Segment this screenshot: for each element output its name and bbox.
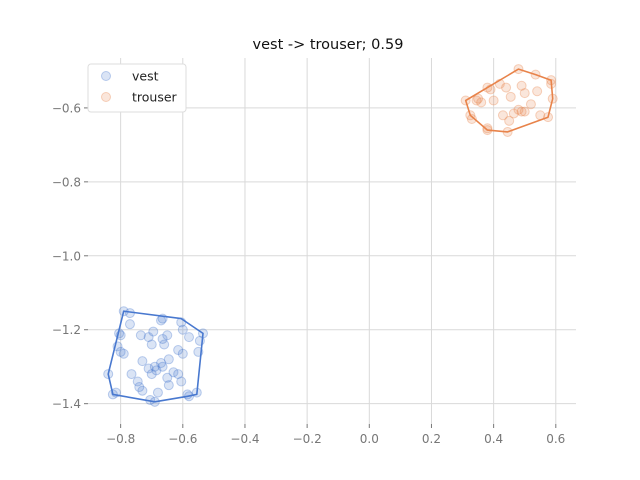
vest-point xyxy=(162,372,173,383)
vest-point xyxy=(157,333,168,344)
trouser-point xyxy=(519,106,530,117)
vest-point xyxy=(177,324,188,335)
y-tick-label: −1.2 xyxy=(52,323,81,337)
trouser-point xyxy=(516,80,527,91)
trouser-point xyxy=(505,91,516,102)
legend-marker-trouser xyxy=(101,92,111,102)
vest-hull xyxy=(107,310,204,403)
trouser-point xyxy=(501,82,512,93)
y-tick-label: −1.0 xyxy=(52,249,81,263)
trouser-hull xyxy=(464,68,554,133)
y-axis-ticks: −1.4 −1.2 −1.0 −0.8 −0.6 xyxy=(52,101,88,411)
trouser-point xyxy=(476,97,487,108)
trouser-point xyxy=(508,108,519,119)
x-tick-label: −0.8 xyxy=(106,432,135,446)
vest-point xyxy=(162,330,173,341)
grid xyxy=(88,58,576,424)
vest-point xyxy=(148,326,159,337)
legend-label-trouser: trouser xyxy=(132,90,178,105)
chart-title: vest -> trouser; 0.59 xyxy=(253,37,404,53)
x-tick-label: −0.2 xyxy=(293,432,322,446)
vest-point xyxy=(157,361,168,372)
vest-point xyxy=(156,358,167,368)
vest-point xyxy=(163,354,174,365)
vest-point xyxy=(124,319,135,330)
vest-point xyxy=(163,380,174,391)
legend-marker-vest xyxy=(101,71,111,81)
vest-point xyxy=(115,346,126,357)
trouser-point xyxy=(532,86,543,97)
vest-point xyxy=(168,367,179,378)
trouser-point xyxy=(504,115,515,126)
legend-label-vest: vest xyxy=(132,69,159,84)
x-tick-label: 0.6 xyxy=(546,432,565,446)
vest-point xyxy=(126,369,137,380)
vest-point xyxy=(152,387,163,398)
trouser-point xyxy=(519,88,530,99)
vest-point xyxy=(143,363,154,374)
vest-point xyxy=(137,385,148,396)
vest-point xyxy=(146,369,157,380)
x-tick-label: −0.4 xyxy=(230,432,259,446)
vest-point xyxy=(156,315,167,326)
vest-point xyxy=(137,356,148,367)
trouser-point xyxy=(473,93,484,104)
legend-box xyxy=(87,63,187,113)
vest-point xyxy=(177,348,188,359)
vest-point xyxy=(134,382,145,393)
y-tick-label: −0.6 xyxy=(52,101,81,115)
trouser-point xyxy=(513,104,524,115)
vest-point xyxy=(132,376,143,387)
trouser-point xyxy=(516,106,527,117)
x-tick-label: 0.2 xyxy=(422,432,441,446)
vest-point xyxy=(151,365,162,376)
scatter-points xyxy=(103,64,558,407)
vest-point xyxy=(176,376,187,387)
vest-point xyxy=(159,339,170,350)
vest-point xyxy=(173,369,184,380)
vest-point xyxy=(118,348,129,359)
x-axis-ticks: −0.8 −0.6 −0.4 −0.2 0.0 0.2 0.4 0.6 xyxy=(106,424,565,446)
trouser-point xyxy=(471,95,482,106)
y-tick-label: −1.4 xyxy=(52,397,81,411)
vest-point xyxy=(143,332,154,343)
convex-hulls xyxy=(107,68,554,403)
x-tick-label: 0.0 xyxy=(360,432,379,446)
x-tick-label: 0.4 xyxy=(484,432,503,446)
trouser-point xyxy=(488,95,499,106)
y-tick-label: −0.8 xyxy=(52,175,81,189)
vest-point xyxy=(135,330,146,341)
vest-point xyxy=(184,332,195,343)
vest-point xyxy=(149,361,160,372)
trouser-point xyxy=(525,99,536,110)
trouser-point xyxy=(466,114,477,124)
vest-point xyxy=(173,345,184,356)
trouser-point xyxy=(497,110,508,121)
x-tick-label: −0.6 xyxy=(168,432,197,446)
vest-point xyxy=(146,339,157,350)
legend: vest trouser xyxy=(87,63,187,113)
